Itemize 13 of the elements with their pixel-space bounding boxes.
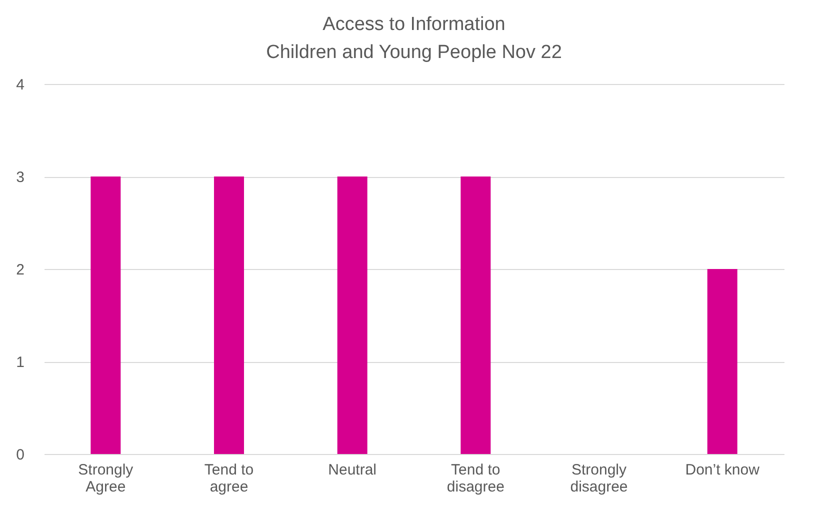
x-tick-label: Tend to agree	[204, 462, 254, 496]
y-tick-label: 4	[16, 76, 24, 94]
y-tick-label: 0	[16, 446, 24, 464]
y-tick-label: 3	[16, 169, 24, 186]
text: Access to Information	[322, 14, 506, 35]
x-tick-label: Tend to disagree	[446, 462, 504, 496]
y-tick-label: 2	[16, 262, 24, 278]
y-tick-label: 1	[16, 354, 24, 371]
x-tick-label: Don’t know	[685, 462, 760, 478]
x-tick-label: Neutral	[328, 462, 377, 478]
text: Children and Young People Nov 22	[266, 42, 562, 63]
x-tick-label: Strongly disagree	[570, 462, 628, 496]
x-tick-label: Strongly Agree	[78, 462, 134, 496]
